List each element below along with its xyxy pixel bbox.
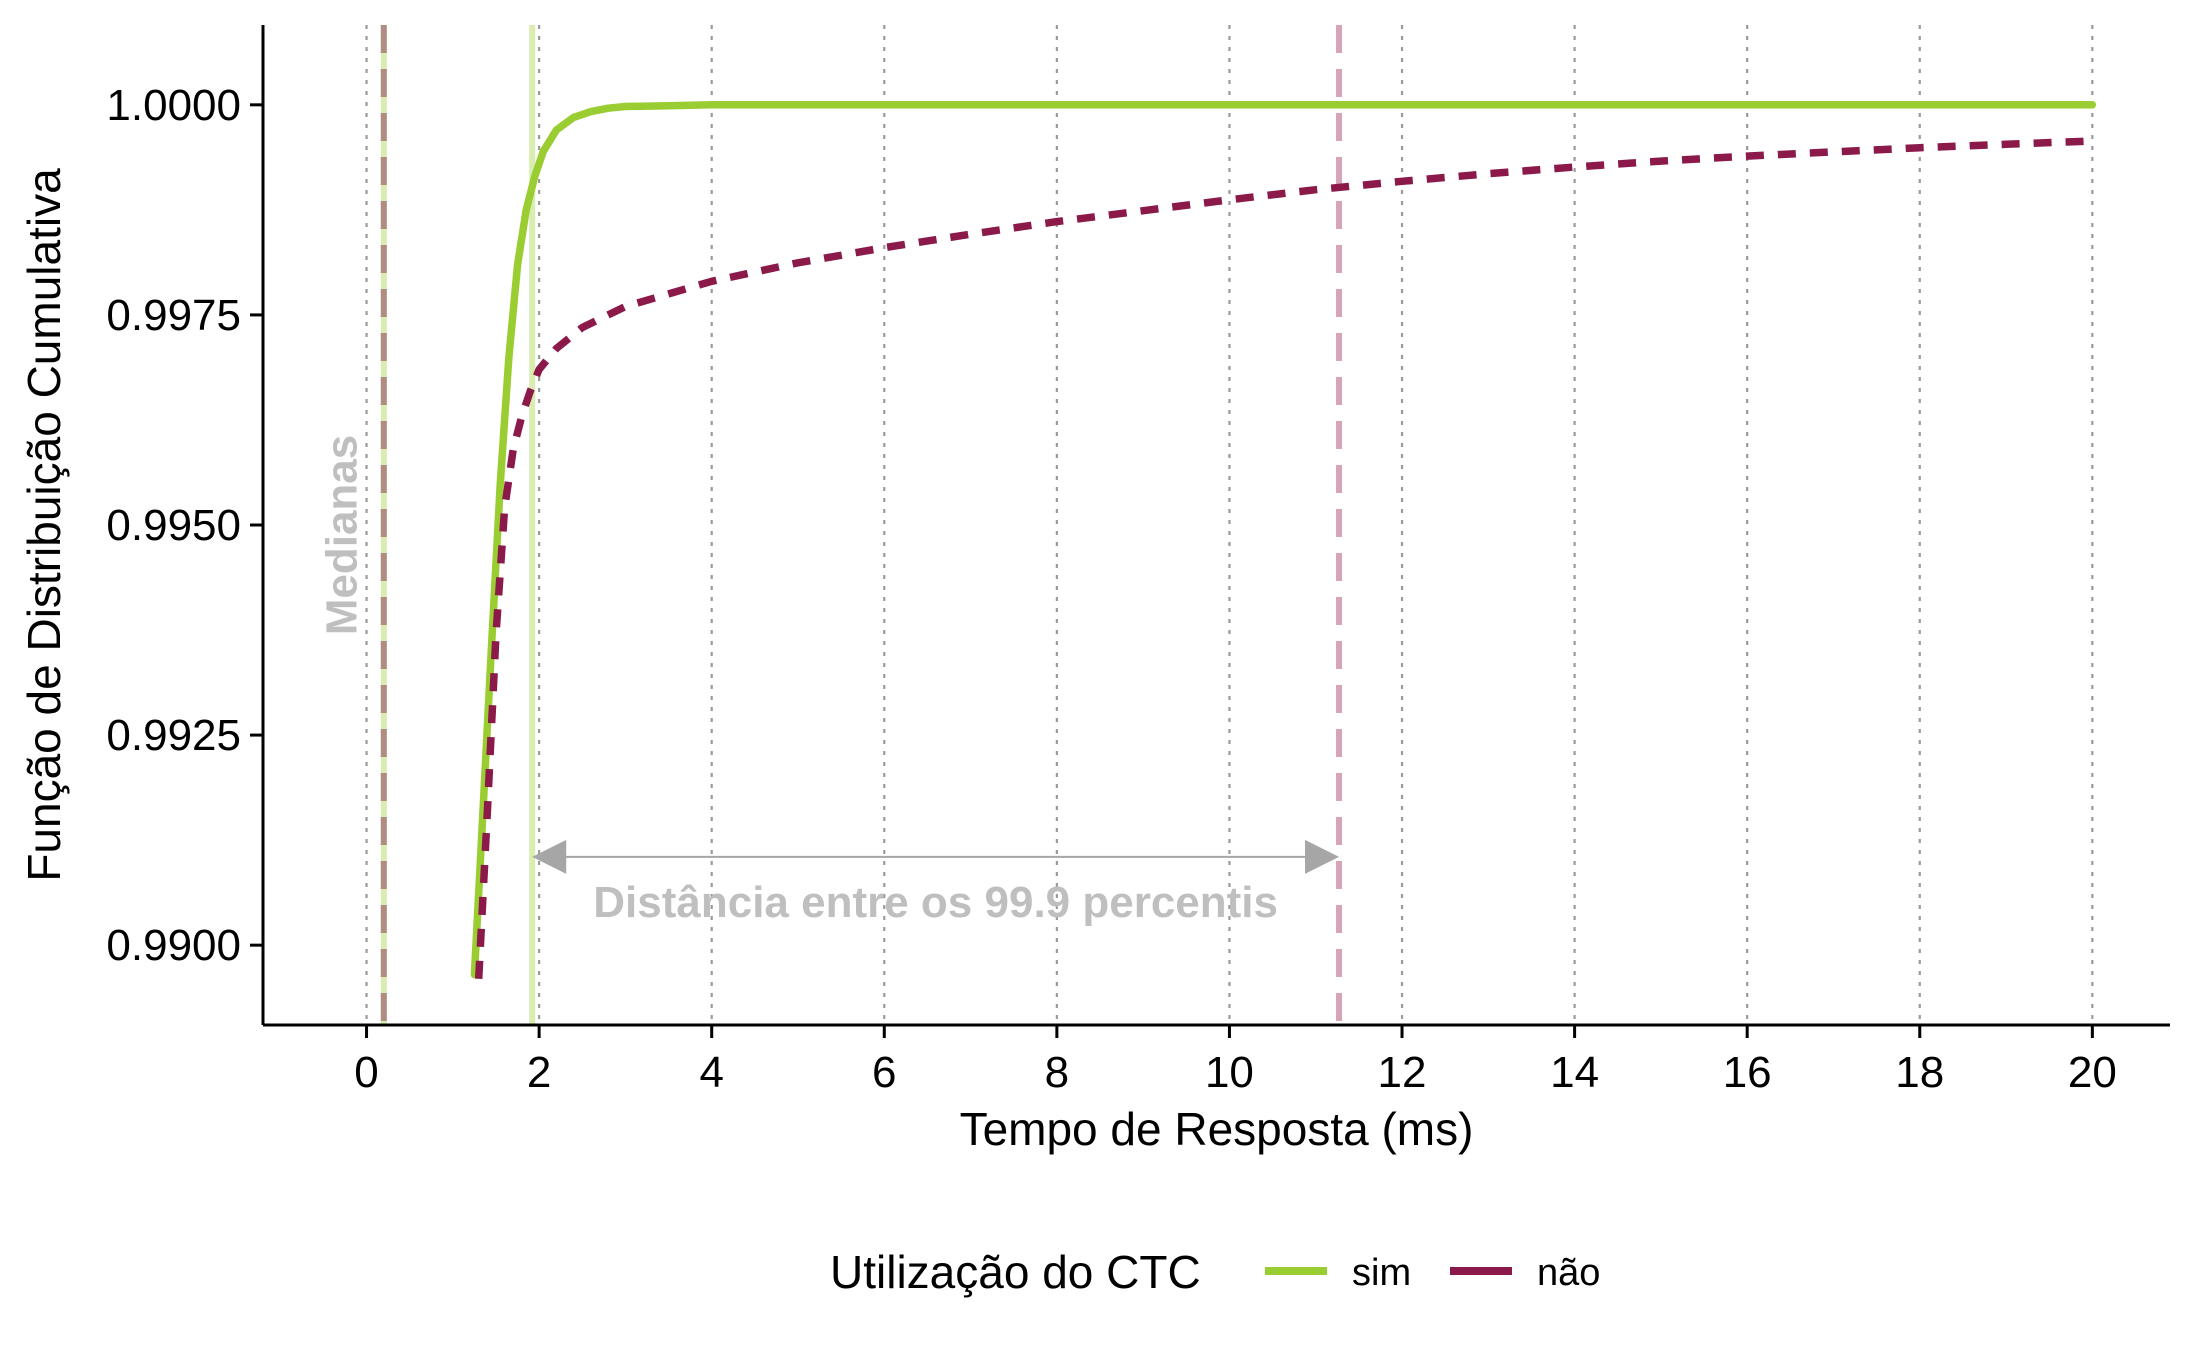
annotations: Medianas Distância entre os 99.9 percent… xyxy=(318,435,1340,927)
axes xyxy=(261,25,2170,1027)
x-tick-label-6: 12 xyxy=(1378,1048,1427,1097)
x-tick-label-3: 6 xyxy=(872,1048,896,1097)
series-line-não xyxy=(474,137,2093,979)
distance-arrow-head-right xyxy=(1305,839,1340,874)
gridlines xyxy=(365,25,2094,1025)
reference-lines xyxy=(380,25,1343,1025)
y-tick-label-0: 0.9900 xyxy=(106,921,241,970)
x-tick-label-2: 4 xyxy=(699,1048,723,1097)
legend-label-não: não xyxy=(1537,1252,1600,1294)
medians-label: Medianas xyxy=(318,435,367,636)
x-axis-title: Tempo de Resposta (ms) xyxy=(960,1103,1474,1155)
x-tick-label-8: 16 xyxy=(1723,1048,1772,1097)
y-axis-title: Função de Distribuição Cumulativa xyxy=(18,168,70,882)
legend: Utilização do CTC sim não xyxy=(830,1246,1600,1298)
series-line-sim xyxy=(470,101,2097,979)
x-tick-label-10: 20 xyxy=(2068,1048,2117,1097)
x-tick-label-1: 2 xyxy=(527,1048,551,1097)
legend-label-sim: sim xyxy=(1352,1252,1411,1294)
x-tick-label-4: 8 xyxy=(1045,1048,1069,1097)
y-tick-label-3: 0.9975 xyxy=(106,291,241,340)
distance-arrow-head-left xyxy=(532,839,567,874)
y-tick-label-2: 0.9950 xyxy=(106,501,241,550)
distance-label: Distância entre os 99.9 percentis xyxy=(593,878,1278,927)
y-ticks: 0.9900 0.9925 0.9950 0.9975 1.0000 xyxy=(106,81,263,970)
x-tick-label-9: 18 xyxy=(1895,1048,1944,1097)
x-tick-label-7: 14 xyxy=(1550,1048,1599,1097)
y-tick-label-1: 0.9925 xyxy=(106,711,241,760)
x-ticks: 0 2 4 6 8 10 12 14 16 18 20 xyxy=(354,1025,2117,1097)
x-tick-label-0: 0 xyxy=(354,1048,378,1097)
series-lines xyxy=(470,101,2097,979)
x-tick-label-5: 10 xyxy=(1205,1048,1254,1097)
legend-title: Utilização do CTC xyxy=(830,1246,1201,1298)
y-tick-label-4: 1.0000 xyxy=(106,81,241,130)
